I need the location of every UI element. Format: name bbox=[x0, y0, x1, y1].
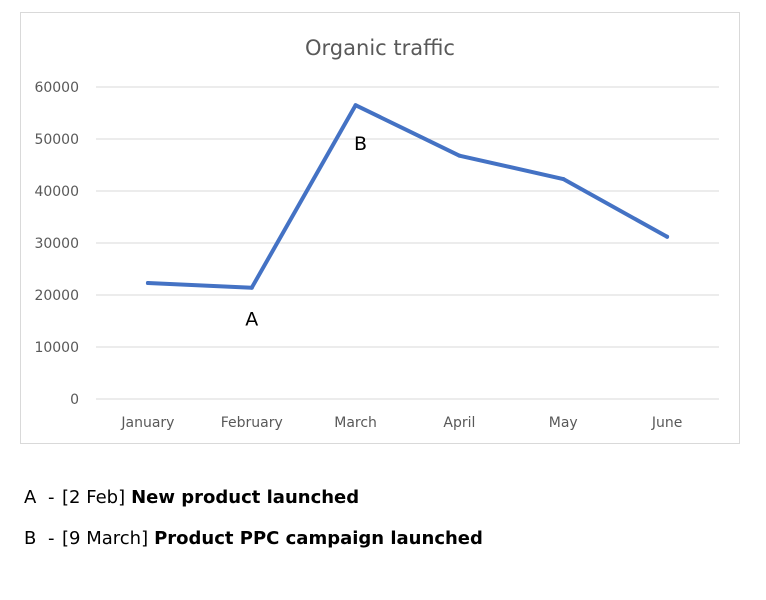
y-tick-label: 50000 bbox=[34, 132, 79, 148]
y-tick-label: 60000 bbox=[34, 80, 79, 96]
note-a: A - [2 Feb] New product launched bbox=[24, 484, 724, 512]
note-date: [9 March] bbox=[62, 528, 149, 549]
data-point bbox=[249, 285, 254, 290]
gridlines bbox=[96, 86, 719, 400]
data-point bbox=[561, 177, 566, 182]
data-point bbox=[353, 103, 358, 108]
y-tick-label: 0 bbox=[70, 392, 79, 408]
y-tick-label: 30000 bbox=[34, 236, 79, 252]
annotation-notes: A - [2 Feb] New product launched B - [9 March… bbox=[24, 484, 724, 566]
data-point bbox=[145, 281, 150, 286]
y-tick-label: 10000 bbox=[34, 340, 79, 356]
y-axis-ticks: 0 10000 20000 30000 40000 50000 60000 bbox=[34, 80, 79, 408]
x-tick-label: March bbox=[334, 415, 377, 431]
x-tick-label: May bbox=[549, 415, 578, 431]
x-axis-ticks: January February March April May June bbox=[120, 415, 682, 431]
chart-frame: 0 10000 20000 30000 40000 50000 60000 January F… bbox=[20, 12, 740, 444]
data-point bbox=[665, 234, 670, 239]
note-letter: A bbox=[24, 487, 37, 508]
series-layer bbox=[145, 103, 670, 290]
note-description: New product launched bbox=[131, 487, 360, 508]
y-tick-label: 40000 bbox=[34, 184, 79, 200]
organic-traffic-chart: 0 10000 20000 30000 40000 50000 60000 January F… bbox=[34, 36, 719, 431]
series-line bbox=[145, 103, 670, 290]
x-tick-label: February bbox=[221, 415, 283, 431]
y-tick-label: 20000 bbox=[34, 288, 79, 304]
note-date: [2 Feb] bbox=[62, 487, 126, 508]
note-dash: - bbox=[48, 487, 55, 508]
annotations: AB bbox=[245, 133, 367, 331]
note-description: Product PPC campaign launched bbox=[154, 528, 483, 549]
note-dash: - bbox=[48, 528, 55, 549]
note-b: B - [9 March] Product PPC campaign launched bbox=[24, 525, 724, 553]
x-tick-label: June bbox=[651, 415, 683, 431]
x-tick-label: April bbox=[443, 415, 475, 431]
annotation-label: A bbox=[245, 309, 258, 331]
x-tick-label: January bbox=[120, 415, 174, 431]
annotation-label: B bbox=[354, 133, 367, 155]
data-point bbox=[457, 153, 462, 158]
chart-title: Organic traffic bbox=[305, 36, 455, 60]
note-letter: B bbox=[24, 528, 37, 549]
